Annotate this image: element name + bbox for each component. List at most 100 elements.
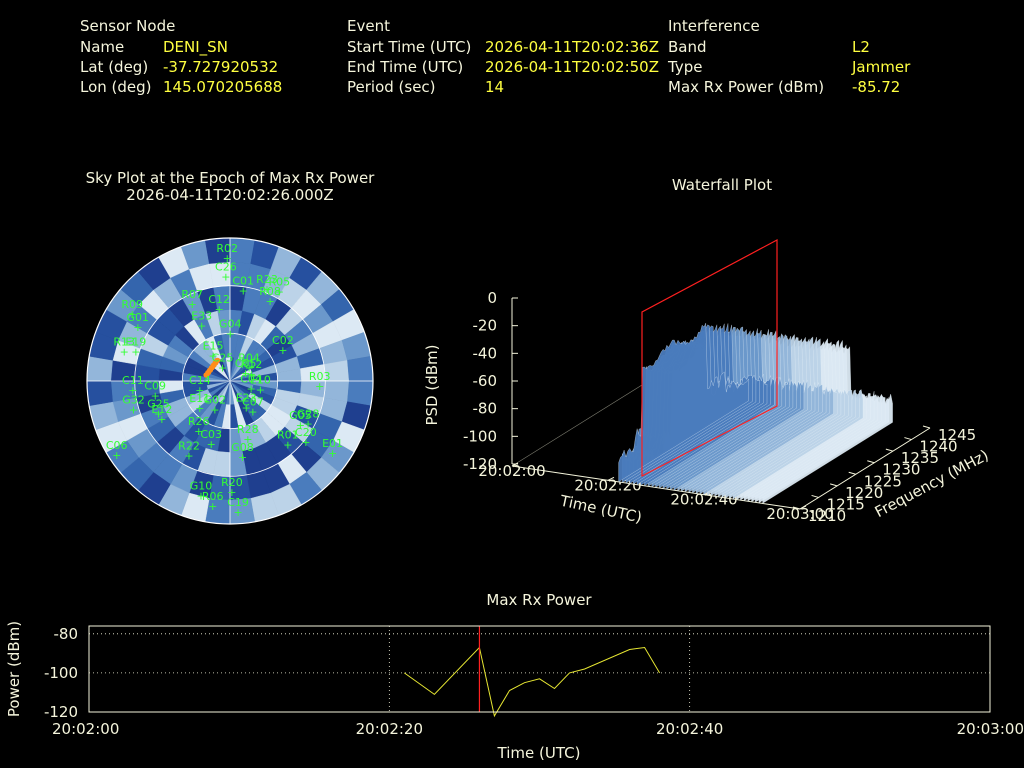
event-header: Event bbox=[347, 17, 390, 35]
waterfall-plot: Waterfall Plot 0-20-40-60-80-100-12020:0… bbox=[423, 176, 992, 527]
satellite-label: E12 bbox=[151, 403, 172, 416]
satellite-label: C07 bbox=[242, 396, 264, 409]
satellite-marker: + bbox=[157, 413, 166, 426]
satellite-label: C11 bbox=[122, 374, 144, 387]
satellite-marker: + bbox=[238, 451, 247, 464]
satellite-marker: + bbox=[194, 425, 203, 438]
power-series-line bbox=[404, 646, 661, 718]
lon-label: Lon (deg) bbox=[80, 78, 152, 96]
max-power-label: Max Rx Power (dBm) bbox=[668, 78, 825, 96]
start-time-label: Start Time (UTC) bbox=[347, 38, 472, 56]
satellite-marker: + bbox=[131, 345, 140, 358]
period-label: Period (sec) bbox=[347, 78, 436, 96]
satellite-label: R12 bbox=[241, 358, 263, 371]
interference-track bbox=[203, 357, 221, 378]
satellite-label: G32 bbox=[122, 394, 145, 407]
sensor-node-header: Sensor Node bbox=[80, 17, 176, 35]
sky-grid bbox=[86, 237, 374, 525]
z-tick-label: 0 bbox=[487, 289, 497, 307]
freq-tick-label: 1230 bbox=[882, 461, 920, 479]
name-label: Name bbox=[80, 38, 125, 56]
power-y-tick-label: -100 bbox=[44, 664, 78, 682]
satellite-marker: + bbox=[315, 380, 324, 393]
satellite-label: E23 bbox=[236, 391, 257, 404]
satellite-marker: + bbox=[195, 384, 204, 397]
sky-plot-subtitle: 2026-04-11T20:02:26.000Z bbox=[126, 186, 333, 204]
waterfall-axes: 0-20-40-60-80-100-12020:02:0020:02:2020:… bbox=[463, 289, 976, 525]
satellite-marker: + bbox=[283, 438, 292, 451]
band-label: Band bbox=[668, 38, 707, 56]
satellite-marker: + bbox=[246, 383, 255, 396]
satellite-label: R05 bbox=[268, 276, 290, 289]
freq-tick-label: 1225 bbox=[864, 472, 902, 490]
epoch-plane bbox=[641, 239, 778, 477]
time-tick bbox=[799, 505, 807, 510]
satellite-label: C20 bbox=[295, 426, 317, 439]
waterfall-x-label: Time (UTC) bbox=[558, 491, 644, 526]
band-value: L2 bbox=[852, 38, 870, 56]
satellite-label: E19 bbox=[125, 335, 146, 348]
freq-tick-label: 1215 bbox=[827, 495, 865, 513]
satellite-marker: + bbox=[248, 406, 257, 419]
satellite-marker: + bbox=[207, 438, 216, 451]
satellite-label: C19 bbox=[227, 496, 249, 509]
satellite-label: R06 bbox=[202, 490, 224, 503]
back-edge bbox=[511, 384, 643, 467]
sky-heatmap bbox=[86, 237, 374, 525]
satellite-label: C02 bbox=[272, 334, 294, 347]
satellite-marker: + bbox=[244, 361, 253, 374]
satellite-marker: + bbox=[239, 284, 248, 297]
interference-header: Interference bbox=[668, 17, 760, 35]
z-tick-label: -60 bbox=[473, 372, 498, 390]
satellite-label: R08 bbox=[259, 285, 281, 298]
satellite-marker: + bbox=[218, 362, 227, 375]
satellite-marker: + bbox=[226, 328, 235, 341]
satellite-marker: + bbox=[275, 286, 284, 299]
end-time-label: End Time (UTC) bbox=[347, 58, 464, 76]
waterfall-z-label: PSD (dBm) bbox=[423, 344, 441, 425]
satellite-marker: + bbox=[242, 401, 251, 414]
satellite-marker: + bbox=[328, 447, 337, 460]
satellite-marker: + bbox=[208, 500, 217, 513]
satellite-marker: + bbox=[154, 407, 163, 420]
power-x-tick-label: 20:02:40 bbox=[656, 720, 723, 738]
satellite-label: R20 bbox=[221, 476, 243, 489]
waterfall-title: Waterfall Plot bbox=[672, 176, 772, 194]
satellite-label: G05 bbox=[289, 409, 312, 422]
time-axis bbox=[511, 465, 801, 510]
satellite-label: R09 bbox=[121, 298, 143, 311]
freq-tick bbox=[848, 471, 856, 475]
satellite-marker: + bbox=[112, 449, 121, 462]
satellite-label: C25 bbox=[212, 352, 234, 365]
satellite-label: R26 bbox=[188, 415, 210, 428]
sky-plot: Sky Plot at the Epoch of Max Rx Power 20… bbox=[86, 169, 375, 525]
start-time-value: 2026-04-11T20:02:36Z bbox=[485, 38, 659, 56]
lat-value: -37.727920532 bbox=[163, 58, 279, 76]
satellite-label: G08 bbox=[231, 441, 254, 454]
freq-tick-label: 1220 bbox=[845, 484, 883, 502]
freq-tick-label: 1240 bbox=[919, 438, 957, 456]
satellite-label: R01 bbox=[277, 428, 299, 441]
power-chart-frame bbox=[88, 625, 991, 713]
freq-tick bbox=[922, 425, 931, 429]
z-tick-label: -20 bbox=[473, 317, 498, 335]
z-tick-label: -100 bbox=[463, 427, 497, 445]
satellite-marker: + bbox=[197, 319, 206, 332]
freq-axis bbox=[799, 427, 931, 510]
satellite-marker: + bbox=[184, 449, 193, 462]
satellite-label: E01 bbox=[322, 437, 343, 450]
time-tick-label: 20:03:00 bbox=[766, 505, 833, 523]
freq-tick-label: 1210 bbox=[808, 507, 846, 525]
type-label: Type bbox=[668, 58, 703, 76]
satellite-marker: + bbox=[278, 344, 287, 357]
satellite-marker: + bbox=[256, 383, 265, 396]
satellite-label: C12 bbox=[208, 293, 230, 306]
satellite-label: C01 bbox=[232, 274, 254, 287]
satellite-marker: + bbox=[303, 418, 312, 431]
satellite-marker: + bbox=[208, 349, 217, 362]
satellite-marker: + bbox=[215, 303, 224, 316]
power-x-tick-label: 20:03:00 bbox=[957, 720, 1024, 738]
waterfall-surface bbox=[618, 322, 893, 504]
